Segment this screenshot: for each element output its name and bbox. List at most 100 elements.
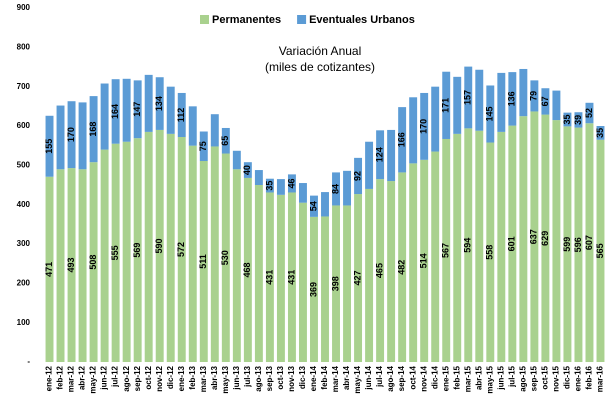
x-tick-label: jul-13	[243, 365, 252, 387]
bar-segment	[486, 142, 495, 362]
data-label: 599	[562, 237, 572, 252]
bar-segment	[45, 115, 54, 177]
data-label: 530	[220, 250, 230, 265]
bar-segment	[265, 192, 274, 362]
data-label: 398	[330, 276, 340, 291]
bar-segment	[89, 162, 98, 362]
data-label: 596	[573, 237, 583, 252]
x-tick-label: dic-15	[563, 365, 572, 389]
x-tick-label: ene-12	[45, 365, 54, 391]
data-label: 594	[463, 238, 473, 253]
bar-segment	[265, 178, 274, 193]
x-tick-label: may-12	[89, 365, 98, 393]
bar-segment	[475, 130, 484, 362]
data-label: 112	[176, 108, 186, 123]
legend-label: Permanentes	[212, 14, 281, 26]
bar-segment	[188, 106, 197, 146]
data-label: 164	[110, 104, 120, 119]
bar-segment	[387, 181, 396, 362]
bar-segment	[67, 168, 76, 362]
data-label: 84	[330, 184, 340, 194]
bar-segment	[563, 112, 572, 127]
data-label: 637	[529, 229, 539, 244]
bar-segment	[111, 79, 120, 144]
bar-segment	[574, 112, 583, 128]
bar-segment	[552, 90, 561, 121]
bar-segment	[78, 169, 87, 362]
bar-segment	[453, 133, 462, 362]
bar-segment	[596, 126, 605, 140]
bar-segment	[166, 86, 175, 134]
data-label: 67	[540, 96, 550, 106]
bar-segment	[519, 116, 528, 363]
bar-segment	[497, 72, 506, 132]
bar-segment	[409, 163, 418, 362]
x-tick-label: mar-16	[596, 365, 605, 392]
x-tick-label: oct-12	[144, 365, 153, 389]
x-tick-label: ago-13	[254, 365, 263, 391]
bar-segment	[254, 185, 263, 362]
x-tick-label: abr-14	[342, 365, 351, 390]
y-tick-label: -	[27, 357, 30, 366]
bar-segment	[596, 139, 605, 362]
x-tick-label: ago-14	[386, 365, 395, 391]
bar-segment	[442, 71, 451, 139]
bar-segment	[199, 161, 208, 362]
data-label: 590	[154, 238, 164, 253]
bar-segment	[332, 205, 340, 362]
bar-segment	[210, 114, 219, 147]
x-tick-label: abr-15	[474, 365, 483, 390]
data-label: 157	[463, 90, 473, 105]
bar-segment	[100, 83, 109, 150]
bar-segment	[497, 131, 506, 362]
bar-segment	[133, 80, 142, 139]
bar-segment	[199, 131, 208, 162]
data-label: 468	[242, 262, 252, 277]
bar-segment	[232, 169, 241, 362]
data-label: 171	[441, 98, 451, 113]
data-label: 166	[397, 132, 407, 147]
x-tick-label: ene-14	[309, 365, 318, 391]
x-tick-label: ene-16	[574, 365, 583, 391]
bar-segment	[321, 216, 329, 362]
bar-segment	[420, 92, 429, 160]
bar-segment	[210, 146, 219, 362]
bar-segment	[155, 77, 164, 130]
bar-segment	[111, 143, 120, 362]
data-label: 572	[176, 242, 186, 257]
bar-segment	[332, 172, 340, 206]
data-label: 35	[595, 128, 605, 138]
x-tick-label: sep-15	[529, 365, 538, 391]
data-label: 601	[507, 236, 517, 251]
data-label: 35	[264, 181, 274, 191]
x-tick-label: jun-14	[364, 365, 373, 390]
x-tick-label: jul-15	[507, 365, 516, 387]
x-tick-label: sep-12	[133, 365, 142, 391]
bar-segment	[343, 205, 352, 362]
data-label: 465	[374, 263, 384, 278]
bar-segment	[321, 192, 329, 217]
data-label: 92	[352, 171, 362, 181]
x-tick-label: sep-13	[265, 365, 274, 391]
x-tick-label: mar-12	[67, 365, 76, 392]
data-label: 514	[419, 253, 429, 268]
bar-segment	[431, 151, 440, 362]
data-label: 565	[595, 243, 605, 258]
data-label: 558	[485, 245, 495, 260]
x-tick-label: jul-14	[375, 365, 384, 387]
data-label: 555	[110, 245, 120, 260]
annotation: Variación Anual	[279, 44, 362, 58]
bar-segment	[188, 145, 197, 362]
bar-segment	[287, 174, 296, 193]
bar-segment	[530, 80, 539, 112]
data-label: 75	[198, 141, 208, 151]
x-tick-label: dic-12	[166, 365, 175, 389]
legend-swatch	[297, 15, 307, 24]
bar-segment	[343, 170, 352, 206]
x-tick-label: nov-12	[155, 365, 164, 391]
x-tick-label: may-13	[221, 365, 230, 393]
x-tick-label: abr-13	[210, 365, 219, 390]
bar-segment	[585, 102, 594, 124]
x-tick-label: oct-13	[276, 365, 285, 389]
bar-segment	[541, 88, 550, 115]
